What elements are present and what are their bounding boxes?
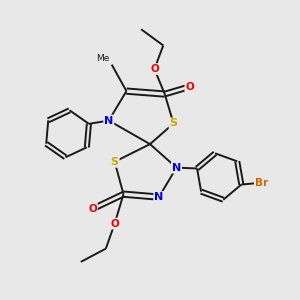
Text: N: N <box>172 163 181 173</box>
Text: O: O <box>110 219 119 229</box>
Text: O: O <box>185 82 194 92</box>
Text: O: O <box>150 64 159 74</box>
Text: N: N <box>154 192 164 202</box>
Text: Br: Br <box>255 178 268 188</box>
Text: N: N <box>104 116 113 126</box>
Text: O: O <box>88 204 97 214</box>
Text: S: S <box>111 157 119 167</box>
Text: Me: Me <box>96 54 110 63</box>
Text: S: S <box>169 118 178 128</box>
